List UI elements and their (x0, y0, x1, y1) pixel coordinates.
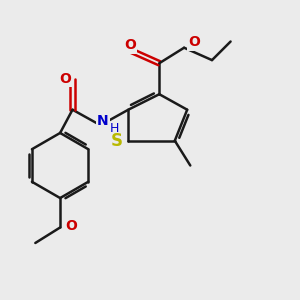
Text: O: O (65, 219, 77, 233)
Text: O: O (59, 72, 71, 86)
Text: N: N (97, 115, 109, 128)
Text: H: H (110, 122, 119, 135)
Text: O: O (188, 35, 200, 49)
Text: S: S (110, 132, 122, 150)
Text: O: O (124, 38, 136, 52)
